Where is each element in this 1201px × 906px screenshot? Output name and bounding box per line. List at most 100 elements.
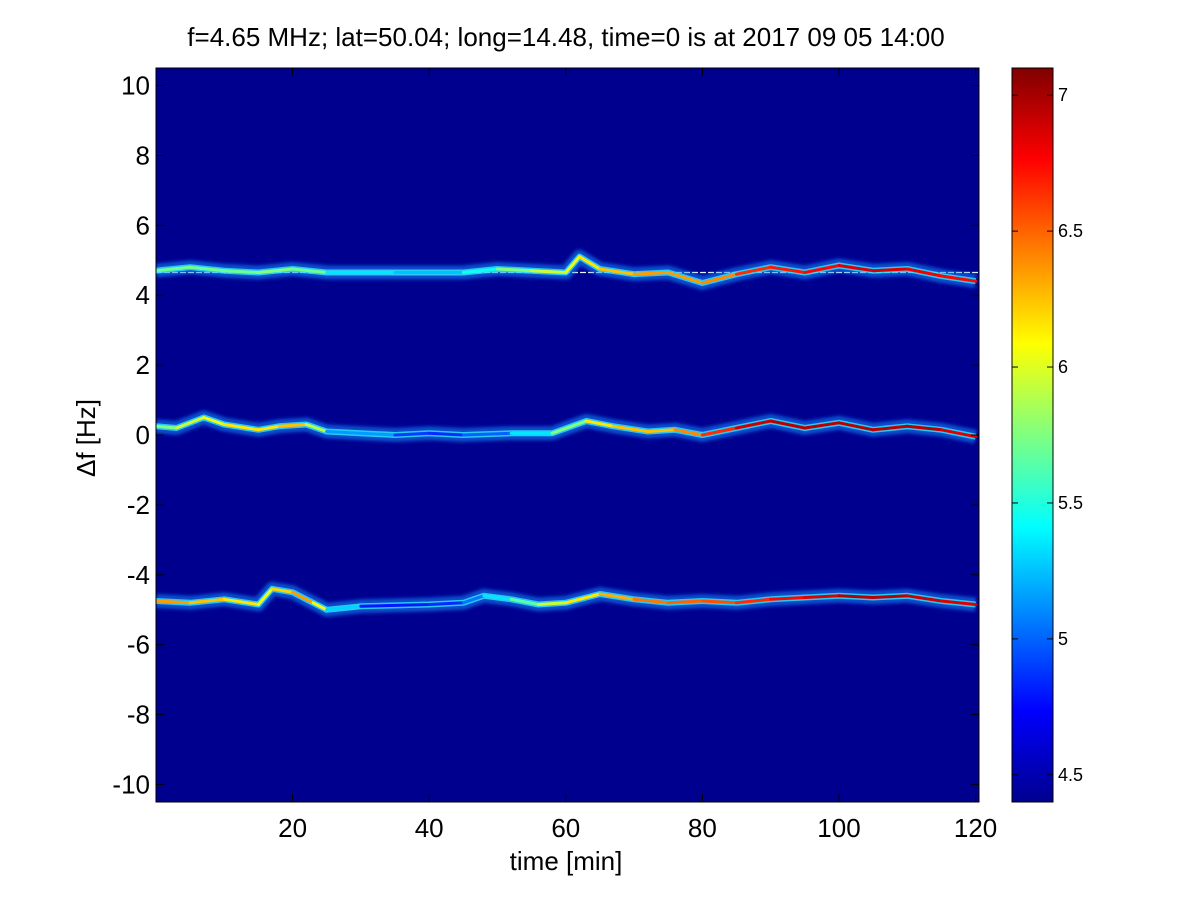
trace-segment-upper — [837, 264, 875, 273]
trace-segment-upper — [578, 255, 602, 271]
trace-segment-middle — [550, 419, 588, 435]
x-axis-label: time [min] — [510, 846, 623, 876]
trace-segment-middle — [584, 419, 616, 428]
y-axis-ticks: 10 8 6 4 2 0 -2 -4 -6 -8 -10 — [112, 70, 979, 800]
trace-segment-upper — [735, 265, 773, 276]
x-axis-ticks: 20 40 60 80 100 120 — [278, 68, 997, 843]
y-tick-label: -6 — [127, 630, 150, 660]
trace-segment-upper — [256, 267, 295, 274]
x-tick-label: 80 — [688, 813, 717, 843]
trace-segment-middle — [673, 428, 704, 437]
y-tick-label: 2 — [136, 350, 150, 380]
trace-segment-lower — [537, 601, 568, 606]
trace-segment-middle — [837, 421, 875, 432]
trace-segment-upper — [871, 267, 909, 273]
y-tick-label: 6 — [136, 210, 150, 240]
trace-segment-lower — [222, 597, 260, 606]
y-tick-label: 4 — [136, 280, 150, 310]
trace-segment-middle — [700, 426, 738, 437]
colorbar-tick-label: 4.5 — [1058, 765, 1083, 785]
y-tick-label: -2 — [127, 490, 150, 520]
trace-segment-upper — [666, 271, 704, 285]
colorbar-tick-label: 5.5 — [1058, 493, 1083, 513]
trace-segment-lower — [509, 597, 540, 606]
trace-segment-upper — [291, 267, 329, 274]
trace-segment-lower — [156, 599, 192, 605]
colorbar-tick-label: 6.5 — [1058, 221, 1083, 241]
trace-segment-lower — [871, 594, 909, 599]
colorbar-tick-label: 5 — [1058, 629, 1068, 649]
trace-segment-upper — [188, 265, 226, 273]
trace-segment-middle — [646, 428, 677, 433]
trace-segment-lower — [325, 604, 363, 612]
y-tick-label: 8 — [136, 140, 150, 170]
trace-segment-lower — [803, 594, 841, 599]
trace-segment-middle — [769, 419, 807, 430]
trace-segment-lower — [359, 603, 431, 608]
trace-segment-lower — [482, 594, 513, 601]
trace-segment-lower — [700, 599, 738, 605]
y-tick-label: -10 — [112, 770, 150, 800]
colorbar-tick-label: 6 — [1058, 357, 1068, 377]
trace-segment-upper — [803, 264, 841, 274]
trace-segment-lower — [769, 596, 807, 601]
x-tick-label: 60 — [551, 813, 580, 843]
trace-segment-lower — [564, 592, 602, 605]
trace-segment-middle — [612, 424, 650, 433]
x-tick-label: 20 — [278, 813, 307, 843]
trace-segment-middle — [325, 430, 397, 437]
trace-segment-middle — [156, 424, 178, 430]
x-tick-label: 120 — [954, 813, 997, 843]
x-tick-label: 100 — [817, 813, 860, 843]
y-axis-label: Δf [Hz] — [71, 399, 101, 477]
trace-segment-upper — [769, 265, 807, 274]
trace-segment-upper — [939, 274, 978, 283]
y-tick-label: -4 — [127, 560, 150, 590]
y-tick-label: 10 — [121, 70, 150, 100]
trace-segment-lower — [311, 601, 329, 612]
trace-segment-middle — [735, 419, 773, 430]
trace-segment-upper — [700, 272, 738, 285]
trace-segment-upper — [461, 267, 499, 274]
trace-segment-middle — [277, 423, 308, 428]
trace-segment-middle — [393, 431, 431, 437]
trace-segment-upper — [905, 267, 943, 278]
trace-segment-lower — [905, 594, 943, 603]
y-tick-label: -8 — [127, 700, 150, 730]
trace-segment-upper — [156, 265, 192, 273]
trace-segment-middle — [939, 428, 978, 439]
trace-segment-lower — [291, 590, 315, 605]
chart-title: f=4.65 MHz; lat=50.04; long=14.48, time=… — [187, 22, 944, 52]
colorbar — [1011, 67, 1054, 803]
trace-segment-middle — [175, 416, 206, 430]
trace-segment-lower — [270, 587, 295, 594]
trace-segment-upper — [564, 255, 581, 274]
trace-segment-lower — [461, 594, 486, 605]
colorbar-ticks: 4.5 5 5.5 6 6.5 7 — [1012, 85, 1083, 785]
trace-segment-upper — [598, 267, 636, 276]
trace-segment-lower — [666, 599, 704, 605]
trace-segment-middle — [803, 421, 841, 430]
trace-segment-middle — [202, 416, 226, 426]
trace-segment-middle — [461, 431, 513, 437]
trace-segment-lower — [735, 597, 773, 605]
y-tick-label: 0 — [136, 420, 150, 450]
trace-segment-upper — [530, 269, 568, 274]
trace-segment-upper — [632, 271, 670, 276]
trace-segment-lower — [598, 592, 636, 601]
trace-segment-lower — [632, 597, 670, 605]
trace-segment-middle — [871, 424, 909, 432]
trace-segment-middle — [304, 423, 329, 433]
trace-segment-lower — [427, 601, 465, 606]
trace-segment-lower — [939, 599, 978, 606]
trace-segment-upper — [222, 269, 260, 274]
trace-segment-lower — [256, 587, 274, 606]
trace-segment-lower — [837, 594, 875, 599]
colorbar-tick-label: 7 — [1058, 85, 1068, 105]
trace-segment-lower — [188, 597, 226, 605]
trace-segment-middle — [222, 423, 260, 432]
trace-segment-upper — [496, 267, 534, 273]
plot-content — [156, 249, 979, 617]
